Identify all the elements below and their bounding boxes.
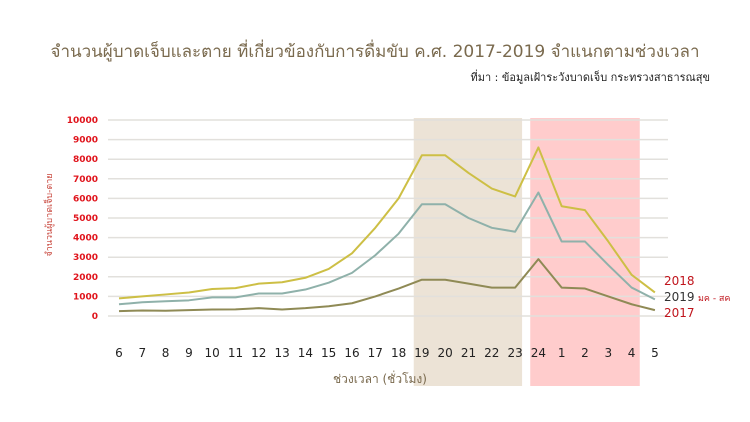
chart-title: จำนวนผู้บาดเจ็บและตาย ที่เกี่ยวข้องกับกา…	[50, 42, 700, 62]
y-tick-label: 4000	[73, 234, 98, 244]
y-tick-label: 1000	[73, 292, 98, 302]
x-tick-label: 19	[414, 346, 429, 360]
legend-label-2018: 2018	[664, 274, 695, 288]
x-tick-label: 20	[438, 346, 453, 360]
legend-suffix: มค - สค	[698, 294, 730, 304]
series-line-2018	[118, 146, 656, 300]
y-tick-label: 8000	[73, 155, 98, 165]
x-tick-label: 8	[162, 346, 170, 360]
legend-label-2017: 2017	[664, 306, 695, 320]
legend-label-2019: 2019	[664, 290, 695, 304]
series-line-2019	[118, 191, 656, 306]
x-tick-label: 18	[391, 346, 406, 360]
y-tick-label: 0	[92, 312, 98, 322]
x-tick-label: 16	[344, 346, 359, 360]
x-tick-label: 17	[368, 346, 383, 360]
x-tick-label: 2	[581, 346, 589, 360]
y-axis-label: จำนวนผู้บาดเจ็บ-ตาย	[42, 173, 55, 256]
y-tick-label: 2000	[73, 273, 98, 283]
y-tick-label: 6000	[73, 194, 98, 204]
y-tick-label: 5000	[73, 214, 98, 224]
series-line-2017	[118, 258, 656, 313]
x-tick-label: 22	[484, 346, 499, 360]
y-tick-label: 7000	[73, 175, 98, 185]
x-tick-label: 14	[298, 346, 313, 360]
x-tick-label: 1	[558, 346, 566, 360]
x-tick-label: 21	[461, 346, 476, 360]
x-tick-label: 15	[321, 346, 336, 360]
x-tick-label: 9	[185, 346, 193, 360]
y-tick-label: 10000	[67, 116, 98, 126]
shaded-band	[530, 118, 640, 386]
x-tick-label: 3	[604, 346, 612, 360]
y-tick-label: 3000	[73, 253, 98, 263]
chart-source: ที่มา : ข้อมูลเฝ้าระวังบาดเจ็บ กระทรวงสา…	[470, 71, 710, 84]
x-tick-label: 6	[115, 346, 123, 360]
x-axis-label: ช่วงเวลา (ชั่วโมง)	[333, 370, 427, 386]
x-tick-label: 5	[651, 346, 659, 360]
x-tick-label: 7	[138, 346, 146, 360]
shaded-band	[413, 118, 523, 386]
x-tick-label: 23	[507, 346, 522, 360]
x-tick-label: 11	[228, 346, 243, 360]
x-tick-label: 24	[531, 346, 546, 360]
x-tick-label: 4	[628, 346, 636, 360]
y-tick-label: 9000	[73, 136, 98, 146]
x-tick-label: 12	[251, 346, 266, 360]
x-tick-label: 10	[205, 346, 220, 360]
x-tick-label: 13	[274, 346, 289, 360]
